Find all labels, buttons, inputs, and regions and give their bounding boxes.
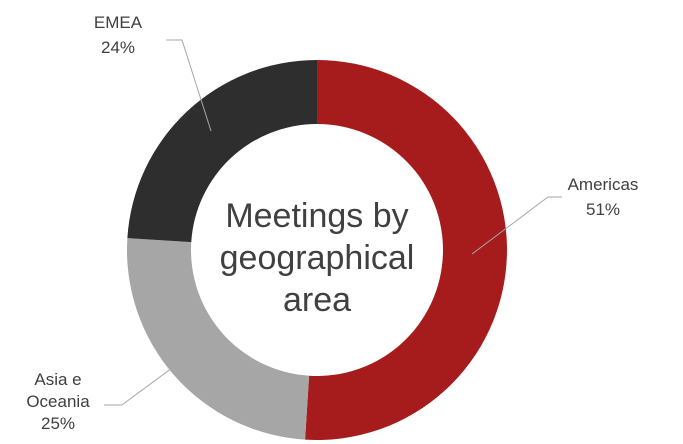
leader-line-emea [166,39,212,132]
slice-americas [305,60,507,440]
data-label-asia-e-oceania: Asia e Oceania 25% [26,370,90,433]
leader-lines [104,39,562,406]
donut-slices [126,60,507,440]
data-labels: Americas 51% Asia e Oceania 25% EMEA 24% [26,13,638,433]
center-title-text: Meetings by geographical area [220,197,415,319]
slice-emea [127,60,317,243]
slice-asia-e-oceania [126,238,310,440]
leader-line-asia-e-oceania [104,344,204,406]
leader-line-americas [471,196,562,255]
data-label-americas: Americas 51% [568,175,639,219]
data-label-emea: EMEA 24% [94,13,143,57]
chart-title: Meetings by geographical area [220,197,415,319]
